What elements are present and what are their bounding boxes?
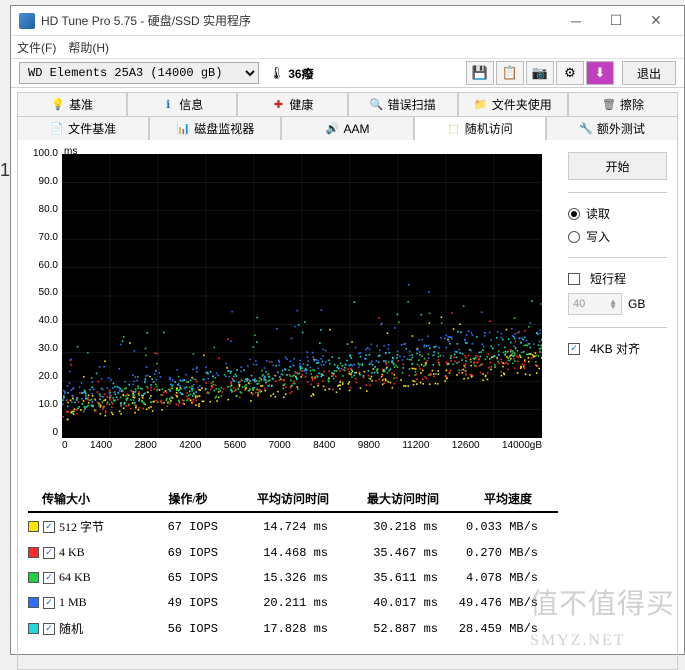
settings-button[interactable]: ⚙: [556, 61, 584, 85]
checkbox-4kb-align[interactable]: ✓ 4KB 对齐: [568, 340, 667, 357]
th-size: 传输大小: [28, 490, 138, 507]
chart-canvas: [62, 154, 542, 438]
menu-help[interactable]: 帮助(H): [68, 39, 109, 56]
series-swatch: [28, 597, 39, 608]
action-button[interactable]: ⬇: [586, 61, 614, 85]
menubar: 文件(F) 帮助(H): [11, 36, 684, 58]
tab-基准[interactable]: 💡基准: [17, 92, 127, 116]
window-title: HD Tune Pro 5.75 - 硬盘/SSD 实用程序: [41, 12, 556, 29]
x-axis-labels: 0140028004200560070008400980011200126001…: [62, 440, 542, 451]
copy-button[interactable]: 📋: [496, 61, 524, 85]
tab-文件夹使用[interactable]: 📁文件夹使用: [458, 92, 568, 116]
table-row: ✓512 字节67 IOPS14.724 ms30.218 ms0.033 MB…: [28, 513, 558, 540]
tab-icon: 📁: [474, 98, 488, 112]
series-swatch: [28, 572, 39, 583]
tab-信息[interactable]: ℹ信息: [127, 92, 237, 116]
checkbox-short-stroke[interactable]: 短行程: [568, 270, 667, 287]
titlebar: HD Tune Pro 5.75 - 硬盘/SSD 实用程序 ─ ☐ ✕: [11, 6, 684, 36]
series-checkbox[interactable]: ✓: [43, 521, 55, 533]
tab-icon: 🔊: [326, 122, 340, 136]
drive-select[interactable]: WD Elements 25A3 (14000 gB): [19, 62, 259, 84]
save-button[interactable]: 💾: [466, 61, 494, 85]
series-swatch: [28, 623, 39, 634]
tab-icon: 🔧: [579, 122, 593, 136]
tab-icon: ℹ: [161, 98, 175, 112]
tab-icon: 💡: [51, 98, 65, 112]
series-checkbox[interactable]: ✓: [43, 623, 55, 635]
tab-icon: ⬚: [447, 121, 461, 135]
table-row: ✓4 KB69 IOPS14.468 ms35.467 ms0.270 MB/s: [28, 540, 558, 565]
toolbar: WD Elements 25A3 (14000 gB) 🌡 36癈 💾 📋 📷 …: [11, 58, 684, 88]
series-swatch: [28, 547, 39, 558]
screenshot-button[interactable]: 📷: [526, 61, 554, 85]
series-checkbox[interactable]: ✓: [43, 572, 55, 584]
short-stroke-unit: GB: [628, 297, 645, 311]
th-max: 最大访问时间: [348, 490, 458, 507]
tab-icon: 🗑: [602, 98, 616, 112]
temperature: 🌡 36癈: [269, 65, 314, 82]
series-checkbox[interactable]: ✓: [43, 597, 55, 609]
scatter-chart: ms 100.090.080.070.060.050.040.030.020.0…: [28, 148, 558, 468]
series-checkbox[interactable]: ✓: [43, 547, 55, 559]
app-window: HD Tune Pro 5.75 - 硬盘/SSD 实用程序 ─ ☐ ✕ 文件(…: [10, 5, 685, 655]
app-icon: [19, 13, 35, 29]
tab-文件基准[interactable]: 📄文件基准: [17, 116, 149, 140]
tab-icon: 📊: [176, 122, 190, 136]
menu-file[interactable]: 文件(F): [17, 39, 56, 56]
tab-icon: 🔍: [370, 98, 384, 112]
thermometer-icon: 🌡: [269, 66, 284, 80]
maximize-button[interactable]: ☐: [596, 7, 636, 35]
tab-磁盘监视器[interactable]: 📊磁盘监视器: [149, 116, 281, 140]
th-speed: 平均速度: [458, 490, 558, 507]
tab-icon: 📄: [50, 122, 64, 136]
results-table: 传输大小 操作/秒 平均访问时间 最大访问时间 平均速度 ✓512 字节67 I…: [28, 486, 558, 642]
tab-icon: ✚: [271, 98, 285, 112]
temperature-value: 36癈: [288, 65, 313, 82]
tab-错误扫描[interactable]: 🔍错误扫描: [348, 92, 458, 116]
minimize-button[interactable]: ─: [556, 7, 596, 35]
exit-button[interactable]: 退出: [622, 61, 676, 85]
table-row: ✓随机56 IOPS17.828 ms52.887 ms28.459 MB/s: [28, 615, 558, 642]
start-button[interactable]: 开始: [568, 152, 667, 180]
th-avg: 平均访问时间: [238, 490, 348, 507]
radio-read[interactable]: 读取: [568, 205, 667, 222]
tab-健康[interactable]: ✚健康: [237, 92, 347, 116]
short-stroke-value[interactable]: 40▲▼: [568, 293, 622, 315]
table-row: ✓64 KB65 IOPS15.326 ms35.611 ms4.078 MB/…: [28, 565, 558, 590]
tab-额外测试[interactable]: 🔧额外测试: [546, 116, 678, 140]
table-row: ✓1 MB49 IOPS20.211 ms40.017 ms49.476 MB/…: [28, 590, 558, 615]
close-button[interactable]: ✕: [636, 7, 676, 35]
th-iops: 操作/秒: [138, 490, 238, 507]
page-side-text: 1: [0, 140, 10, 200]
radio-write[interactable]: 写入: [568, 228, 667, 245]
tab-随机访问[interactable]: ⬚随机访问: [414, 116, 546, 140]
tab-AAM[interactable]: 🔊AAM: [281, 116, 413, 140]
series-swatch: [28, 521, 39, 532]
y-axis-labels: 100.090.080.070.060.050.040.030.020.010.…: [28, 148, 60, 438]
tab-擦除[interactable]: 🗑擦除: [568, 92, 678, 116]
